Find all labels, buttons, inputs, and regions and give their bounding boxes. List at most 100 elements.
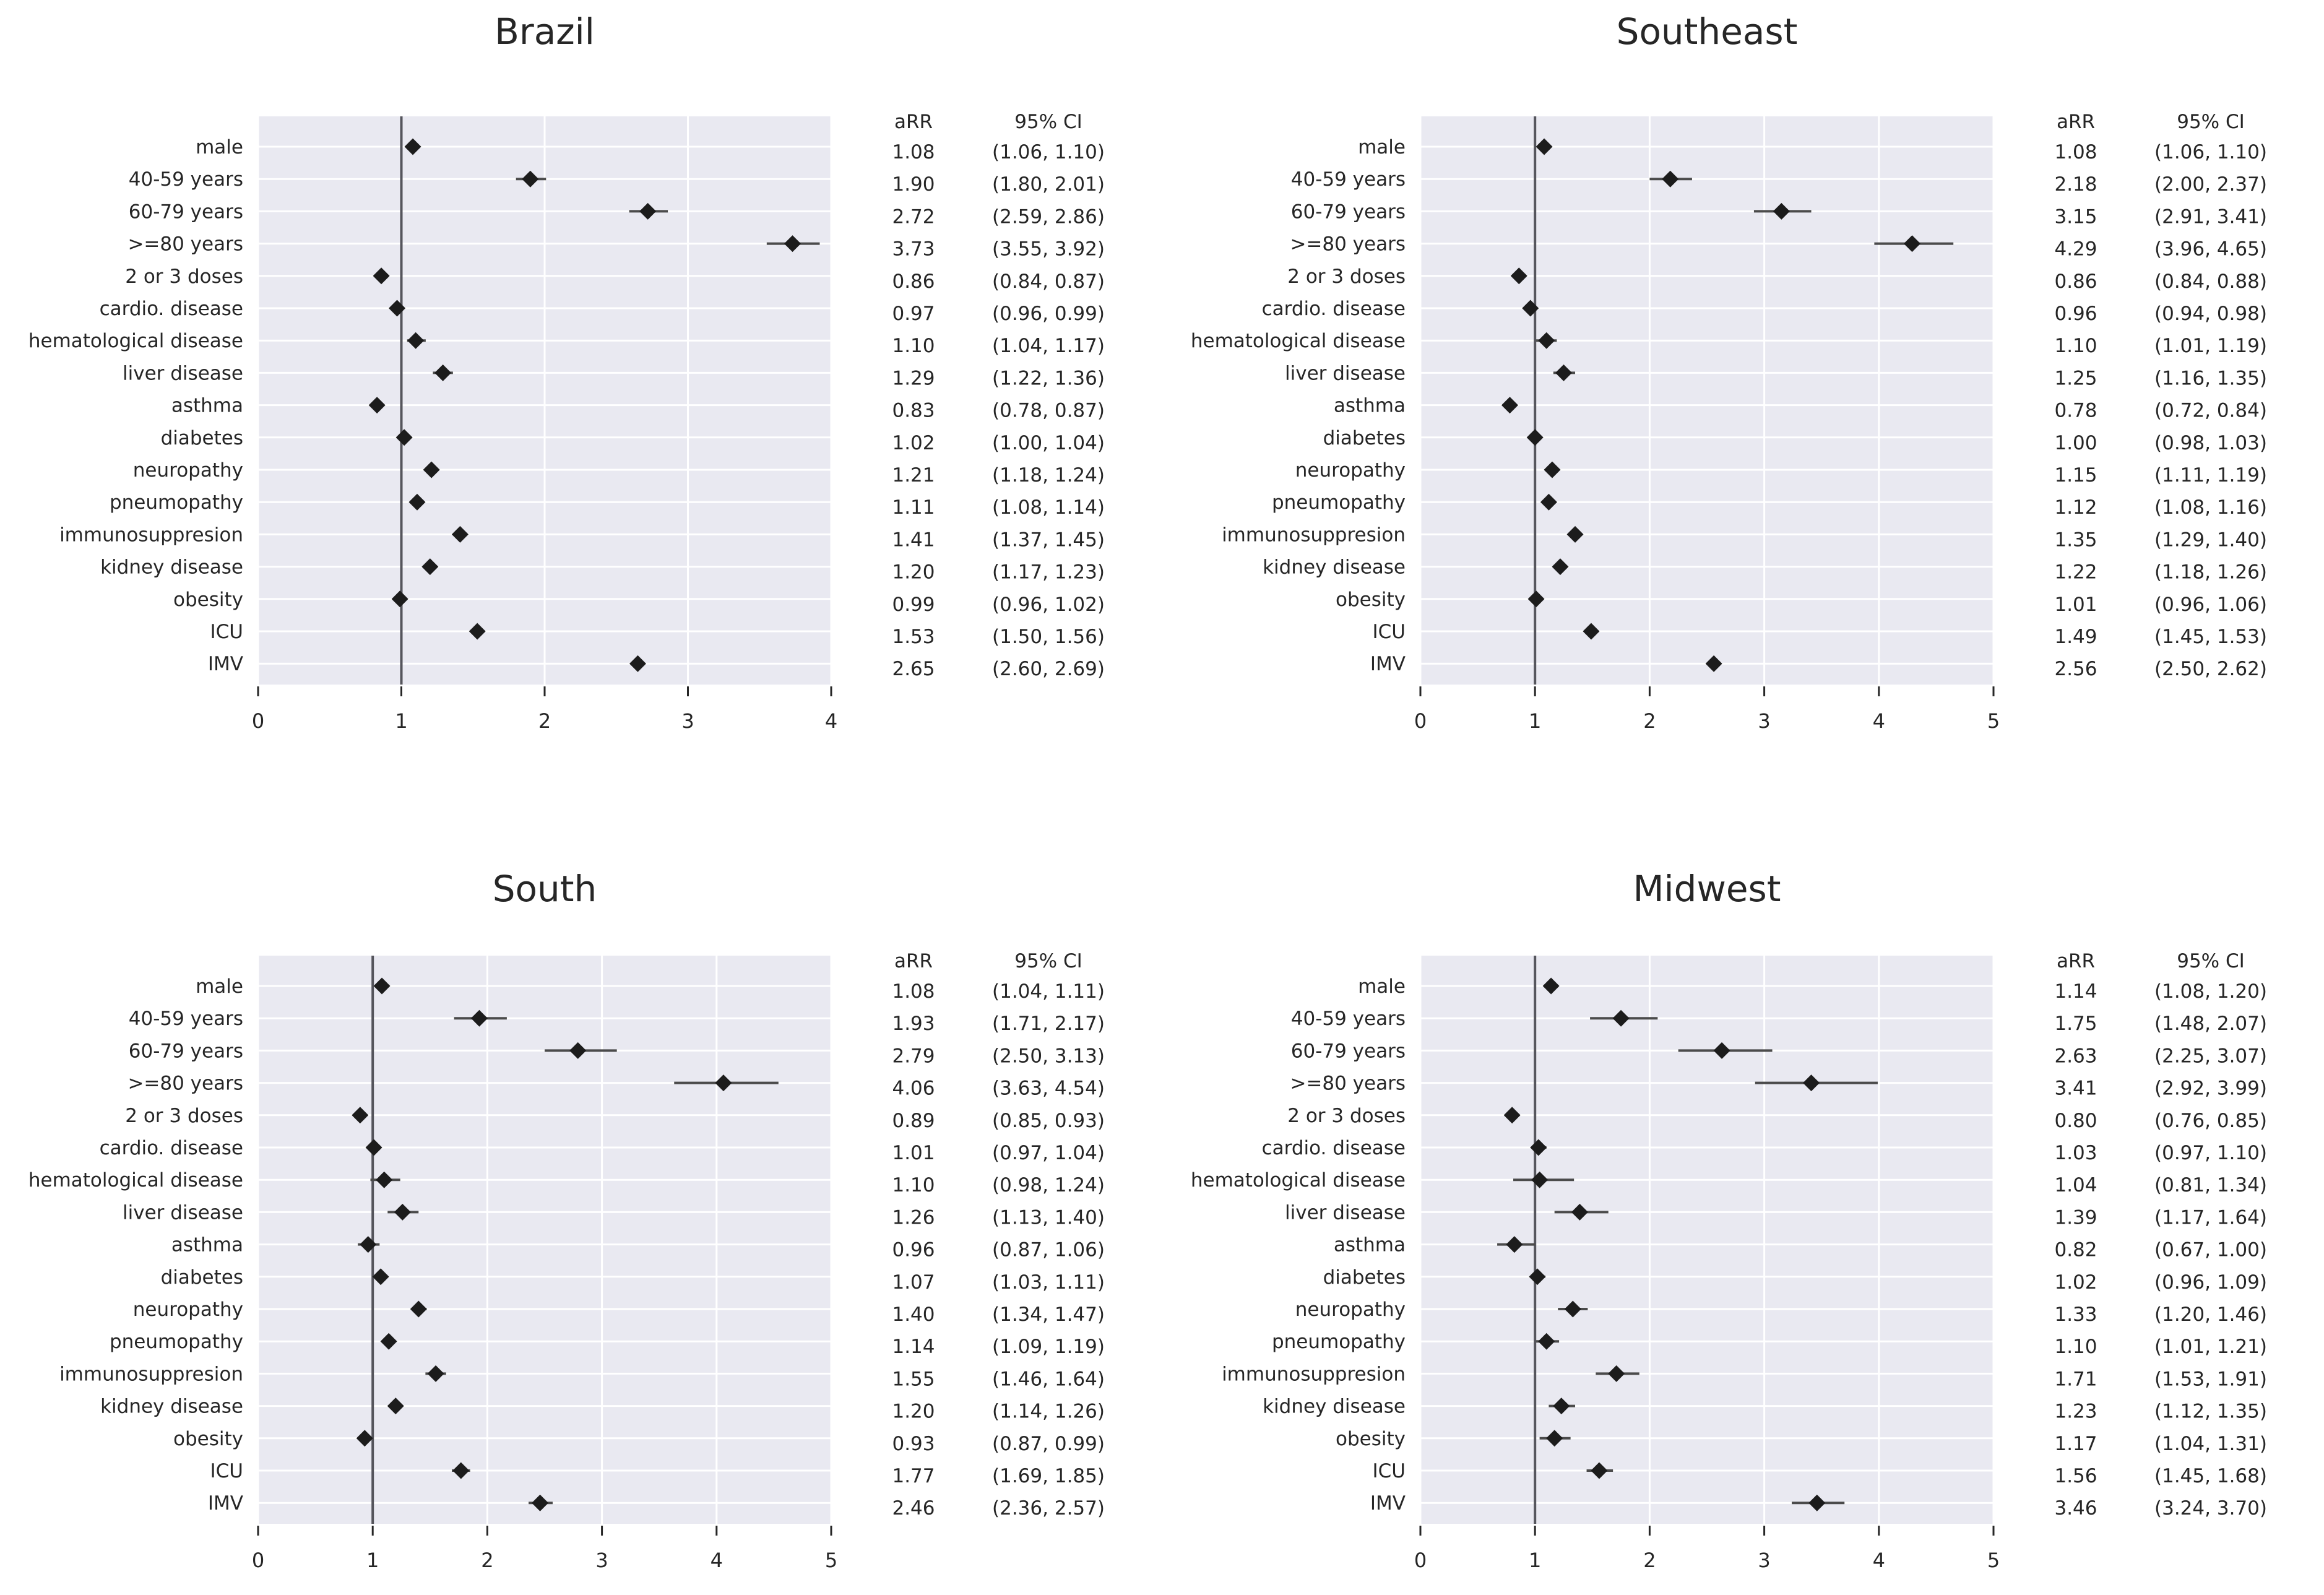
marker-diamond (522, 170, 539, 188)
category-label: 60-79 years (1291, 1040, 1406, 1062)
category-label: 2 or 3 doses (125, 266, 243, 288)
x-tick-label: 5 (825, 1549, 837, 1572)
category-label: diabetes (161, 427, 243, 449)
arr-value: 0.96 (2054, 303, 2097, 325)
category-label: diabetes (1323, 1266, 1406, 1289)
ci-value: (1.08, 1.16) (2154, 496, 2267, 519)
ci-value: (1.08, 1.20) (2154, 980, 2267, 1003)
x-tick-label: 3 (1758, 709, 1770, 733)
ci-value: (1.04, 1.31) (2154, 1433, 2267, 1455)
marker-diamond (1530, 1139, 1547, 1156)
category-label: cardio. disease (100, 298, 243, 320)
ci-value: (0.84, 0.87) (992, 270, 1105, 293)
marker-diamond (1540, 493, 1557, 511)
arr-value: 1.10 (892, 1174, 935, 1196)
marker-diamond (352, 1107, 369, 1124)
marker-diamond (373, 977, 391, 995)
arr-value: 0.93 (892, 1433, 935, 1455)
marker-diamond (356, 1430, 373, 1447)
category-label: 60-79 years (1291, 201, 1406, 223)
ci-value: (2.92, 3.99) (2154, 1078, 2267, 1100)
arr-value: 0.96 (892, 1239, 935, 1261)
arr-header: aRR (2057, 111, 2095, 133)
ci-value: (0.96, 1.09) (2154, 1271, 2267, 1294)
marker-diamond (1583, 623, 1600, 640)
arr-header: aRR (2057, 950, 2095, 972)
ci-value: (1.34, 1.47) (992, 1303, 1105, 1326)
category-label: asthma (1334, 1234, 1406, 1256)
ci-value: (1.06, 1.10) (2154, 141, 2267, 163)
ci-value: (1.46, 1.64) (992, 1368, 1105, 1390)
arr-header: aRR (894, 950, 933, 972)
arr-value: 1.01 (892, 1142, 935, 1164)
arr-value: 4.06 (892, 1078, 935, 1100)
marker-diamond (1510, 267, 1527, 285)
x-tick-label: 0 (1414, 709, 1427, 733)
forest-plot-south: male 40-59 years 60-79 years >=80 years 2 or… (28, 950, 1105, 1572)
arr-value: 0.99 (892, 594, 935, 616)
category-label: 40-59 years (1291, 1008, 1406, 1030)
x-tick-label: 4 (711, 1549, 723, 1572)
ci-value: (1.45, 1.53) (2154, 626, 2267, 648)
ci-value: (0.96, 1.02) (992, 594, 1105, 616)
category-label: >=80 years (1290, 233, 1406, 256)
category-label: ICU (1373, 621, 1406, 643)
arr-value: 0.89 (892, 1110, 935, 1132)
marker-diamond (389, 300, 406, 317)
arr-value: 2.18 (2054, 173, 2097, 196)
ci-value: (1.06, 1.10) (992, 141, 1105, 163)
ci-value: (1.45, 1.68) (2154, 1465, 2267, 1487)
marker-diamond (451, 525, 469, 543)
category-label: hematological disease (28, 330, 243, 352)
category-label: ICU (210, 1460, 243, 1482)
ci-value: (1.37, 1.45) (992, 529, 1105, 551)
ci-value: (1.03, 1.11) (992, 1271, 1105, 1294)
panel-south: South male 40-59 years 60-79 years >=80 yea… (0, 798, 1162, 1595)
marker-diamond (410, 1300, 427, 1318)
marker-diamond (1662, 170, 1679, 188)
x-tick-label: 3 (1758, 1549, 1770, 1572)
category-label: 2 or 3 doses (1287, 266, 1406, 288)
category-label: >=80 years (1290, 1073, 1406, 1095)
arr-value: 1.21 (892, 464, 935, 486)
x-tick-label: 5 (1987, 709, 2000, 733)
arr-value: 1.55 (892, 1368, 935, 1390)
category-label: 40-59 years (1291, 168, 1406, 191)
ci-value: (0.76, 0.85) (2154, 1110, 2267, 1132)
marker-diamond (1506, 1236, 1523, 1253)
marker-diamond (380, 1333, 397, 1350)
marker-diamond (373, 267, 390, 285)
x-tick-label: 2 (481, 1549, 493, 1572)
arr-value: 3.73 (892, 238, 935, 261)
marker-diamond (1544, 461, 1561, 478)
panel-title: Midwest (1633, 868, 1781, 910)
category-label: pneumopathy (1272, 1331, 1406, 1353)
ci-value: (1.14, 1.26) (992, 1401, 1105, 1423)
marker-diamond (1538, 332, 1555, 349)
marker-diamond (1904, 235, 1921, 253)
ci-value: (0.96, 0.99) (992, 303, 1105, 325)
category-label: neuropathy (1295, 459, 1406, 482)
marker-diamond (1531, 1171, 1549, 1188)
marker-diamond (569, 1042, 587, 1059)
ci-value: (1.16, 1.35) (2154, 367, 2267, 389)
ci-value: (0.96, 1.06) (2154, 594, 2267, 616)
category-label: immunosuppresion (59, 1363, 243, 1385)
ci-value: (0.78, 0.87) (992, 400, 1105, 422)
marker-diamond (1803, 1074, 1820, 1092)
category-label: asthma (1334, 395, 1406, 417)
ci-value: (2.00, 2.37) (2154, 173, 2267, 196)
category-label: cardio. disease (100, 1137, 243, 1159)
ci-value: (1.80, 2.01) (992, 173, 1105, 196)
category-label: neuropathy (1295, 1299, 1406, 1321)
ci-value: (2.50, 2.62) (2154, 658, 2267, 680)
marker-diamond (407, 332, 425, 349)
ci-value: (3.96, 4.65) (2154, 238, 2267, 261)
x-tick-label: 4 (1873, 709, 1885, 733)
marker-diamond (423, 461, 440, 478)
category-label: IMV (1370, 1492, 1406, 1515)
arr-value: 1.93 (892, 1013, 935, 1035)
x-tick-label: 1 (1529, 1549, 1541, 1572)
category-label: obesity (173, 1428, 243, 1450)
